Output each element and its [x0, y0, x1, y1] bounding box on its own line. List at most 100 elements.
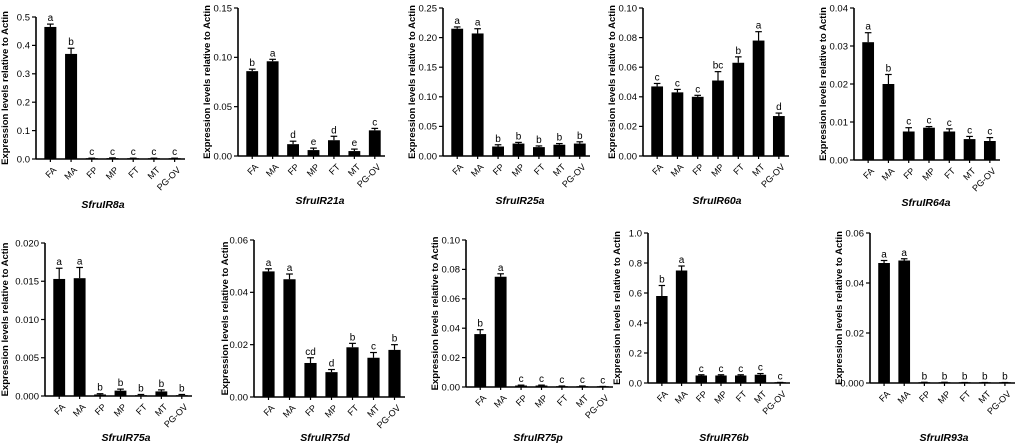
category-label-FP: FP — [93, 402, 108, 417]
y-tick-label: 0.01 — [830, 117, 849, 128]
y-tick-label: 0.00 — [830, 155, 849, 166]
bar-PG-OV — [368, 130, 381, 156]
y-axis-label: Expression levels relative to Actin — [0, 11, 11, 165]
gene-name: SfruIR25a — [495, 195, 544, 207]
significance-letter: c — [967, 125, 972, 136]
significance-letter: a — [679, 255, 685, 266]
significance-letter: c — [719, 364, 724, 375]
significance-letter: a — [756, 21, 762, 32]
bar-MT — [963, 139, 976, 160]
bar-FA — [451, 28, 464, 156]
category-label-MP: MP — [323, 403, 340, 420]
category-label-MA: MA — [673, 389, 690, 406]
category-label-MT: MT — [346, 162, 363, 179]
bar-MP — [307, 150, 320, 156]
bar-MP — [715, 375, 727, 383]
bar-FP — [287, 144, 299, 156]
y-tick-label: 0.02 — [619, 122, 638, 133]
y-tick-label: 0.10 — [442, 235, 461, 246]
category-label-MA: MA — [62, 165, 79, 182]
bar-MT — [348, 151, 361, 156]
bar-FA — [44, 26, 57, 159]
y-tick-label: 0.04 — [846, 278, 865, 289]
significance-letter: c — [110, 147, 115, 158]
y-tick-label: 0.10 — [419, 92, 438, 103]
bar-FP — [695, 375, 708, 383]
y-tick-label: 0.000 — [840, 378, 864, 389]
significance-letter: a — [77, 256, 83, 267]
y-tick-label: 0.6 — [629, 288, 642, 299]
category-label-MA: MA — [896, 389, 913, 406]
bar-MP — [325, 372, 338, 397]
category-label-FT: FT — [942, 166, 957, 181]
category-label-MT: MT — [551, 162, 568, 179]
significance-letter: b — [392, 334, 398, 345]
bar-FT — [346, 347, 359, 397]
category-label-FP: FP — [690, 162, 705, 177]
category-label-MT: MT — [365, 403, 382, 420]
y-tick-label: 0.2 — [17, 98, 30, 109]
gene-name: SfruIR64a — [901, 197, 950, 209]
chart-SfruIR75a: 0.000 0.005 0.010 0.015 0.020 Expression leve… — [0, 238, 192, 444]
y-tick-label: 0.02 — [846, 328, 865, 339]
y-axis-label: Expression levels relative to Actin — [818, 7, 829, 161]
y-tick-label: 0.20 — [419, 33, 438, 44]
significance-letter: c — [580, 375, 585, 386]
bar-FT — [135, 395, 147, 396]
bar-MT — [752, 40, 765, 157]
y-tick-label: 0.02 — [230, 340, 249, 351]
significance-letter: b — [1002, 372, 1008, 383]
bar-FA — [862, 42, 875, 161]
significance-letter: c — [372, 117, 377, 128]
category-label-MP: MP — [305, 162, 322, 179]
significance-letter: c — [172, 147, 177, 158]
bar-FA — [474, 334, 487, 387]
category-label-FT: FT — [327, 162, 342, 177]
category-label-FP: FP — [514, 393, 529, 408]
bar-MA — [882, 84, 895, 160]
y-tick-label: 0.02 — [442, 353, 461, 364]
y-tick-label: 0.06 — [846, 228, 865, 239]
gene-name: SfruIR75d — [300, 432, 350, 444]
category-label-FT: FT — [134, 402, 149, 417]
category-label-MA: MA — [469, 162, 486, 179]
bar-MA — [471, 33, 484, 156]
bar-FP — [304, 362, 317, 397]
bar-MA — [266, 61, 279, 156]
y-tick-label: 0.3 — [17, 69, 30, 80]
significance-letter: b — [536, 135, 542, 146]
bar-MA — [898, 260, 911, 383]
category-label-MT: MT — [976, 389, 993, 406]
y-tick-label: 0.020 — [15, 238, 39, 249]
bar-MA — [671, 92, 684, 156]
category-label-MA: MA — [281, 403, 298, 420]
bar-MT — [553, 144, 566, 156]
category-label-FP: FP — [286, 162, 301, 177]
category-label-MT: MT — [153, 402, 170, 419]
y-tick-label: 0.2 — [629, 348, 642, 359]
category-label-MP: MP — [936, 389, 953, 406]
gene-name: SfruIR60a — [692, 195, 741, 207]
y-tick-label: 0.15 — [419, 63, 438, 74]
bar-FT — [943, 131, 956, 160]
y-tick-label: 0.04 — [230, 288, 249, 299]
y-tick-label: 0.010 — [15, 315, 39, 326]
significance-letter: b — [557, 133, 563, 144]
category-label-MT: MT — [750, 162, 767, 179]
significance-letter: b — [118, 378, 124, 389]
significance-letter: c — [89, 147, 94, 158]
bar-FT — [734, 375, 747, 383]
bar-FA — [53, 278, 66, 396]
bar-MA — [675, 270, 688, 383]
category-label-FA: FA — [262, 403, 277, 418]
y-tick-label: 0.000 — [15, 391, 39, 402]
y-tick-label: 0.8 — [629, 258, 642, 269]
significance-letter: b — [68, 37, 74, 48]
bar-MA — [65, 53, 78, 159]
